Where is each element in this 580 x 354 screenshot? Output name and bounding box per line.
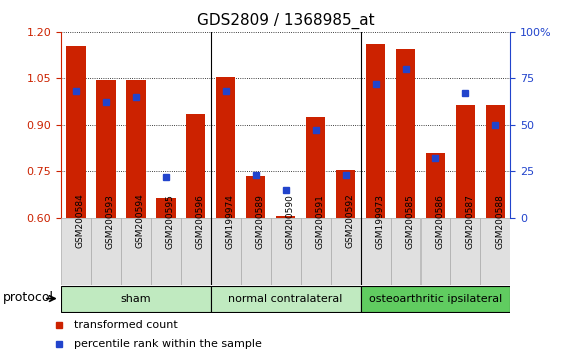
Bar: [426, 153, 445, 218]
Bar: [211, 218, 241, 285]
Bar: [396, 49, 415, 218]
Text: GSM199973: GSM199973: [376, 194, 385, 249]
Text: sham: sham: [121, 293, 151, 304]
Bar: [126, 80, 146, 218]
Text: GSM200595: GSM200595: [166, 194, 175, 249]
Text: GSM200585: GSM200585: [405, 194, 415, 249]
Bar: [451, 218, 480, 285]
Bar: [96, 80, 115, 218]
Bar: [156, 198, 176, 218]
Bar: [216, 77, 235, 218]
Text: GSM200587: GSM200587: [465, 194, 474, 249]
Bar: [61, 286, 211, 312]
Text: GSM200591: GSM200591: [316, 194, 325, 249]
Bar: [271, 218, 300, 285]
Bar: [366, 44, 385, 218]
Bar: [66, 46, 86, 218]
Bar: [336, 170, 356, 218]
Bar: [420, 218, 451, 285]
Bar: [456, 105, 475, 218]
Text: GSM200588: GSM200588: [495, 194, 505, 249]
Text: normal contralateral: normal contralateral: [229, 293, 343, 304]
Text: transformed count: transformed count: [74, 320, 177, 330]
Bar: [276, 216, 295, 218]
Bar: [91, 218, 121, 285]
Bar: [331, 218, 361, 285]
Bar: [300, 218, 331, 285]
Bar: [390, 218, 420, 285]
Bar: [485, 105, 505, 218]
Text: GSM200584: GSM200584: [76, 194, 85, 249]
Text: GSM200593: GSM200593: [106, 194, 115, 249]
Text: GSM200594: GSM200594: [136, 194, 145, 249]
Bar: [151, 218, 181, 285]
Text: GSM199974: GSM199974: [226, 194, 235, 249]
Bar: [480, 218, 510, 285]
Bar: [61, 218, 91, 285]
Text: GSM200589: GSM200589: [256, 194, 264, 249]
Bar: [181, 218, 211, 285]
Text: GSM200596: GSM200596: [196, 194, 205, 249]
Bar: [306, 117, 325, 218]
Text: percentile rank within the sample: percentile rank within the sample: [74, 339, 262, 349]
Text: protocol: protocol: [3, 291, 54, 304]
Bar: [186, 114, 205, 218]
Text: GSM200590: GSM200590: [285, 194, 295, 249]
Bar: [241, 218, 271, 285]
Bar: [361, 286, 510, 312]
Text: osteoarthritic ipsilateral: osteoarthritic ipsilateral: [369, 293, 502, 304]
Bar: [121, 218, 151, 285]
Bar: [246, 176, 266, 218]
Title: GDS2809 / 1368985_at: GDS2809 / 1368985_at: [197, 13, 375, 29]
Text: GSM200592: GSM200592: [346, 194, 354, 249]
Bar: [211, 286, 361, 312]
Bar: [361, 218, 390, 285]
Text: GSM200586: GSM200586: [436, 194, 444, 249]
